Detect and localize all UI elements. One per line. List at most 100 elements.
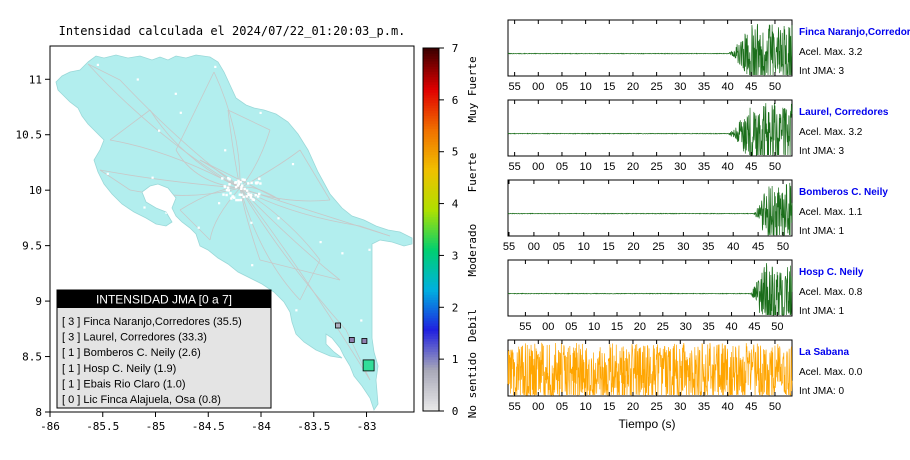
station-int-jma: Int JMA: 3 [799,146,844,157]
station-marker[interactable] [348,336,355,343]
waveform-tick-label: 55 [509,401,521,413]
station-marker[interactable] [335,322,341,329]
colorbar-segment [423,136,439,140]
town-dot [319,241,322,244]
colorbar-segment [423,123,439,127]
road [175,71,215,151]
colorbar-segment [423,265,439,269]
colorbar-segment [423,107,439,111]
town-dot [341,252,344,255]
colorbar-segment [423,50,439,54]
map-x-tick-label: -84 [251,420,271,433]
waveform-tick-label: 10 [580,161,592,173]
colorbar-segment [423,237,439,241]
town-dot [231,195,234,198]
waveform-tick-label: 10 [580,401,592,413]
town-dot [245,189,249,192]
town-dot [239,180,242,184]
colorbar-segment [423,133,439,137]
colorbar-class-label: Fuerte [466,153,479,193]
station-name: Hosp C. Neily [799,267,864,278]
colorbar-segment [423,182,439,187]
colorbar-segment [423,120,439,124]
town-dot [277,217,280,220]
town-dot [237,179,240,182]
colorbar-segment [423,169,439,174]
colorbar-segment [423,97,439,101]
waveform-tick-label: 15 [603,81,615,93]
colorbar-tick-label: 5 [452,146,459,159]
town-dot [234,181,238,184]
colorbar-segment [423,110,439,114]
map-x-tick-label: -85 [146,420,166,433]
map-y-axis: 11 10.5 10 9.5 9 8.5 8 [16,73,50,419]
colorbar-segment [423,276,439,280]
colorbar-segment [423,359,439,363]
colorbar-segment [423,177,439,181]
colorbar-segment [423,278,439,282]
colorbar-segment [423,94,439,98]
colorbar-segment [423,369,439,373]
colorbar-segment [423,385,439,389]
road [175,149,241,189]
map-x-axis: -86 -85.5 -85 -84.5 -84 -83.5 -83 [40,412,376,433]
town-dot [235,198,238,202]
waveform-tick-label: 05 [556,401,568,413]
waveform-tick-label: 30 [674,161,686,173]
town-dot [227,189,230,192]
colorbar-segment [423,343,439,347]
colorbar-segment [423,258,439,262]
map-x-tick-label: -83 [357,420,377,433]
road [213,71,241,189]
colorbar-segment [423,273,439,277]
station-marker[interactable] [361,338,368,344]
town-dot [291,163,295,166]
station-markers[interactable] [335,322,375,372]
road [227,109,271,131]
colorbar-segment [423,58,439,62]
intensity-legend: INTENSIDAD JMA [0 a 7] [ 3 ] Finca Naran… [56,289,272,409]
colorbar-segment [423,408,439,412]
map-y-tick-label: 9 [35,295,42,308]
road [99,169,131,191]
town-dot [106,172,109,175]
town-dot [257,195,260,198]
waveform-tick-label: 45 [745,81,757,93]
station-marker[interactable] [362,359,375,372]
road [359,225,391,237]
colorbar-segment [423,338,439,342]
intensity-map[interactable]: -86 -85.5 -85 -84.5 -84 -83.5 -83 11 10.5 10 9.5 9… [16,45,415,433]
legend-title: INTENSIDAD JMA [0 a 7] [96,293,232,307]
colorbar-segment [423,76,439,80]
road [239,149,301,189]
colorbar-segment [423,156,439,161]
town-dot [227,177,230,180]
colorbar-segment [423,195,439,199]
station-name: Laurel, Corredores [799,107,889,118]
waveform-tick-label: 55 [509,81,521,93]
colorbar-segment [423,79,439,83]
town-dot [259,111,262,114]
colorbar-segment [423,172,439,176]
colorbar-segment [423,118,439,122]
town-dot [223,185,226,188]
colorbar-segment [423,315,439,319]
colorbar-segment [423,206,439,210]
legend-item: [ 1 ] Bomberos C. Neily (2.6) [62,347,201,359]
waveform-tick-label: 00 [532,81,544,93]
town-dot [258,177,261,180]
waveform-tick-label: 00 [542,321,554,333]
colorbar-segment [423,151,439,155]
colorbar-segment [423,320,439,324]
station-int-jma: Int JMA: 0 [799,386,844,397]
colorbar-segment [423,247,439,251]
waveform-tick-label: 40 [722,81,734,93]
waveform-tick-label: 00 [532,161,544,173]
colorbar-segment [423,398,439,402]
colorbar-tick-label: 2 [452,301,459,314]
colorbar-segment [423,242,439,246]
colorbar-segment [423,112,439,117]
waveform-tick-label: 35 [698,401,710,413]
colorbar-class-label: No sentido [466,352,479,418]
map-title: Intensidad calculada el 2024/07/22_01:20… [59,24,406,38]
